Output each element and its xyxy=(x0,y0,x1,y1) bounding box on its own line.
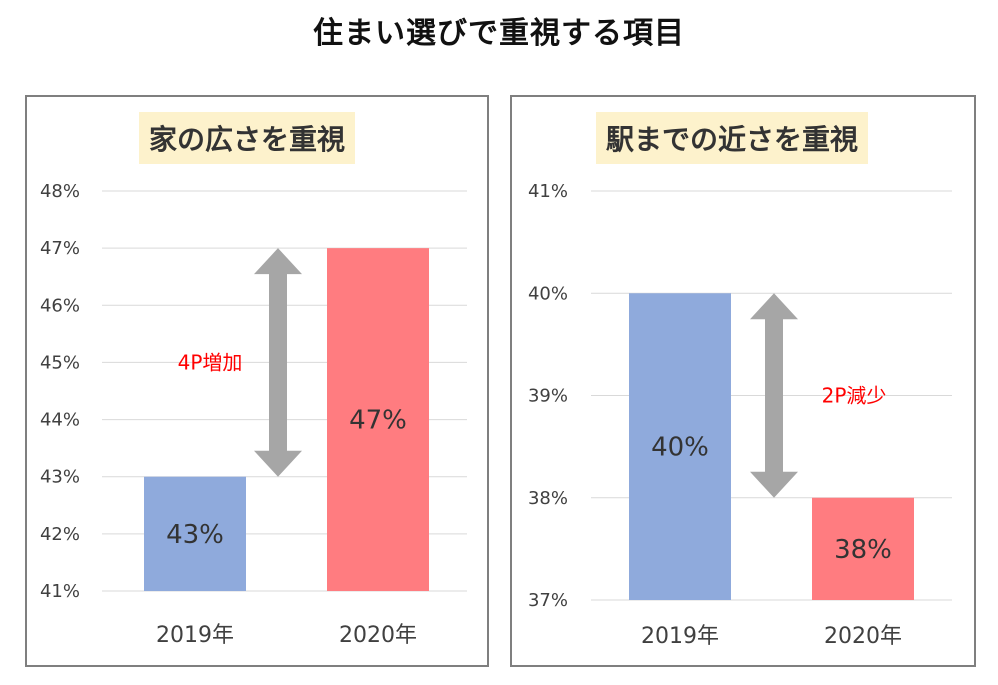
y-tick-label: 41% xyxy=(40,581,80,602)
bar xyxy=(327,248,429,591)
main-title: 住まい選びで重視する項目 xyxy=(313,16,685,51)
y-tick-label: 39% xyxy=(528,386,568,407)
y-tick-label: 48% xyxy=(40,181,80,202)
chart-panel-station: 駅までの近さを重視 37% 38% 39% 40% 41% 40% 2019年 38% 2020… xyxy=(510,95,976,667)
x-category-label: 2020年 xyxy=(339,623,417,648)
bar xyxy=(144,476,246,591)
data-label: 43% xyxy=(166,520,224,550)
y-tick-label: 40% xyxy=(528,283,568,304)
double-arrow xyxy=(254,248,302,477)
x-category-label: 2019年 xyxy=(156,623,234,648)
data-label: 38% xyxy=(834,535,892,565)
chart-panel-space: 家の広さを重視 41% 42% 43% 44% 45% 46% 47% 48% 43% 2019年… xyxy=(25,95,489,667)
change-annotation: 2P減少 xyxy=(822,384,887,408)
y-tick-label: 42% xyxy=(40,524,80,545)
y-tick-label: 44% xyxy=(40,410,80,431)
y-tick-label: 47% xyxy=(40,238,80,259)
y-tick-label: 45% xyxy=(40,352,80,373)
bar xyxy=(629,293,731,600)
bar-chart-station: 37% 38% 39% 40% 41% 40% 2019年 38% 2020年 2P減少 xyxy=(528,181,952,649)
y-tick-label: 43% xyxy=(40,467,80,488)
y-tick-label: 38% xyxy=(528,488,568,509)
chart-title: 駅までの近さを重視 xyxy=(596,112,869,164)
x-category-label: 2019年 xyxy=(641,624,719,649)
bar xyxy=(812,497,914,600)
x-category-label: 2020年 xyxy=(824,624,902,649)
data-label: 40% xyxy=(651,433,709,463)
y-tick-label: 37% xyxy=(528,590,568,611)
y-tick-label: 46% xyxy=(40,295,80,316)
data-label: 47% xyxy=(349,406,407,436)
change-annotation: 4P増加 xyxy=(178,350,243,374)
y-tick-label: 41% xyxy=(528,181,568,202)
double-arrow xyxy=(750,293,798,498)
bar-chart-space: 41% 42% 43% 44% 45% 46% 47% 48% 43% 2019年 47% 2020年… xyxy=(40,181,467,648)
chart-title: 家の広さを重視 xyxy=(139,112,356,164)
